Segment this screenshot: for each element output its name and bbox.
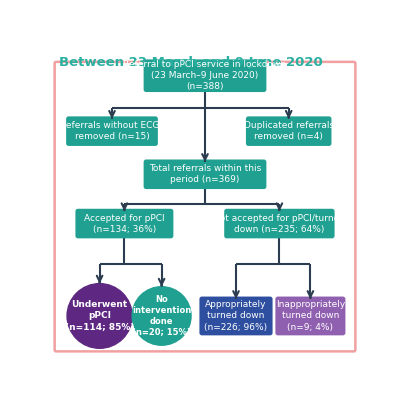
Circle shape xyxy=(132,287,191,345)
Text: Underwent
pPCI
(n=114; 85%): Underwent pPCI (n=114; 85%) xyxy=(65,300,134,332)
FancyBboxPatch shape xyxy=(224,209,334,238)
FancyBboxPatch shape xyxy=(76,209,173,238)
Text: Inappropriately
turned down
(n=9; 4%): Inappropriately turned down (n=9; 4%) xyxy=(276,300,345,332)
FancyBboxPatch shape xyxy=(144,160,266,189)
FancyBboxPatch shape xyxy=(55,62,355,351)
Text: Between 23 March and 9 June 2020: Between 23 March and 9 June 2020 xyxy=(59,56,323,69)
Text: Not accepted for pPCI/turned
down (n=235; 64%): Not accepted for pPCI/turned down (n=235… xyxy=(214,214,345,234)
FancyBboxPatch shape xyxy=(144,59,266,92)
FancyBboxPatch shape xyxy=(275,296,346,335)
Text: Duplicated referrals
removed (n=4): Duplicated referrals removed (n=4) xyxy=(244,121,334,141)
Text: Referral to pPCI service in lockdown
(23 March–9 June 2020)
(n=388): Referral to pPCI service in lockdown (23… xyxy=(124,60,286,91)
Text: Appropriately
turned down
(n=226; 96%): Appropriately turned down (n=226; 96%) xyxy=(204,300,268,332)
Circle shape xyxy=(67,284,132,348)
Text: Referrals without ECGs
removed (n=15): Referrals without ECGs removed (n=15) xyxy=(60,121,164,141)
Text: Accepted for pPCI
(n=134; 36%): Accepted for pPCI (n=134; 36%) xyxy=(84,214,165,234)
FancyBboxPatch shape xyxy=(66,116,158,146)
FancyBboxPatch shape xyxy=(200,296,272,335)
Text: Total referrals within this
period (n=369): Total referrals within this period (n=36… xyxy=(149,164,261,184)
FancyBboxPatch shape xyxy=(246,116,332,146)
Text: No
intervention
done
(n=20; 15%): No intervention done (n=20; 15%) xyxy=(132,295,191,337)
